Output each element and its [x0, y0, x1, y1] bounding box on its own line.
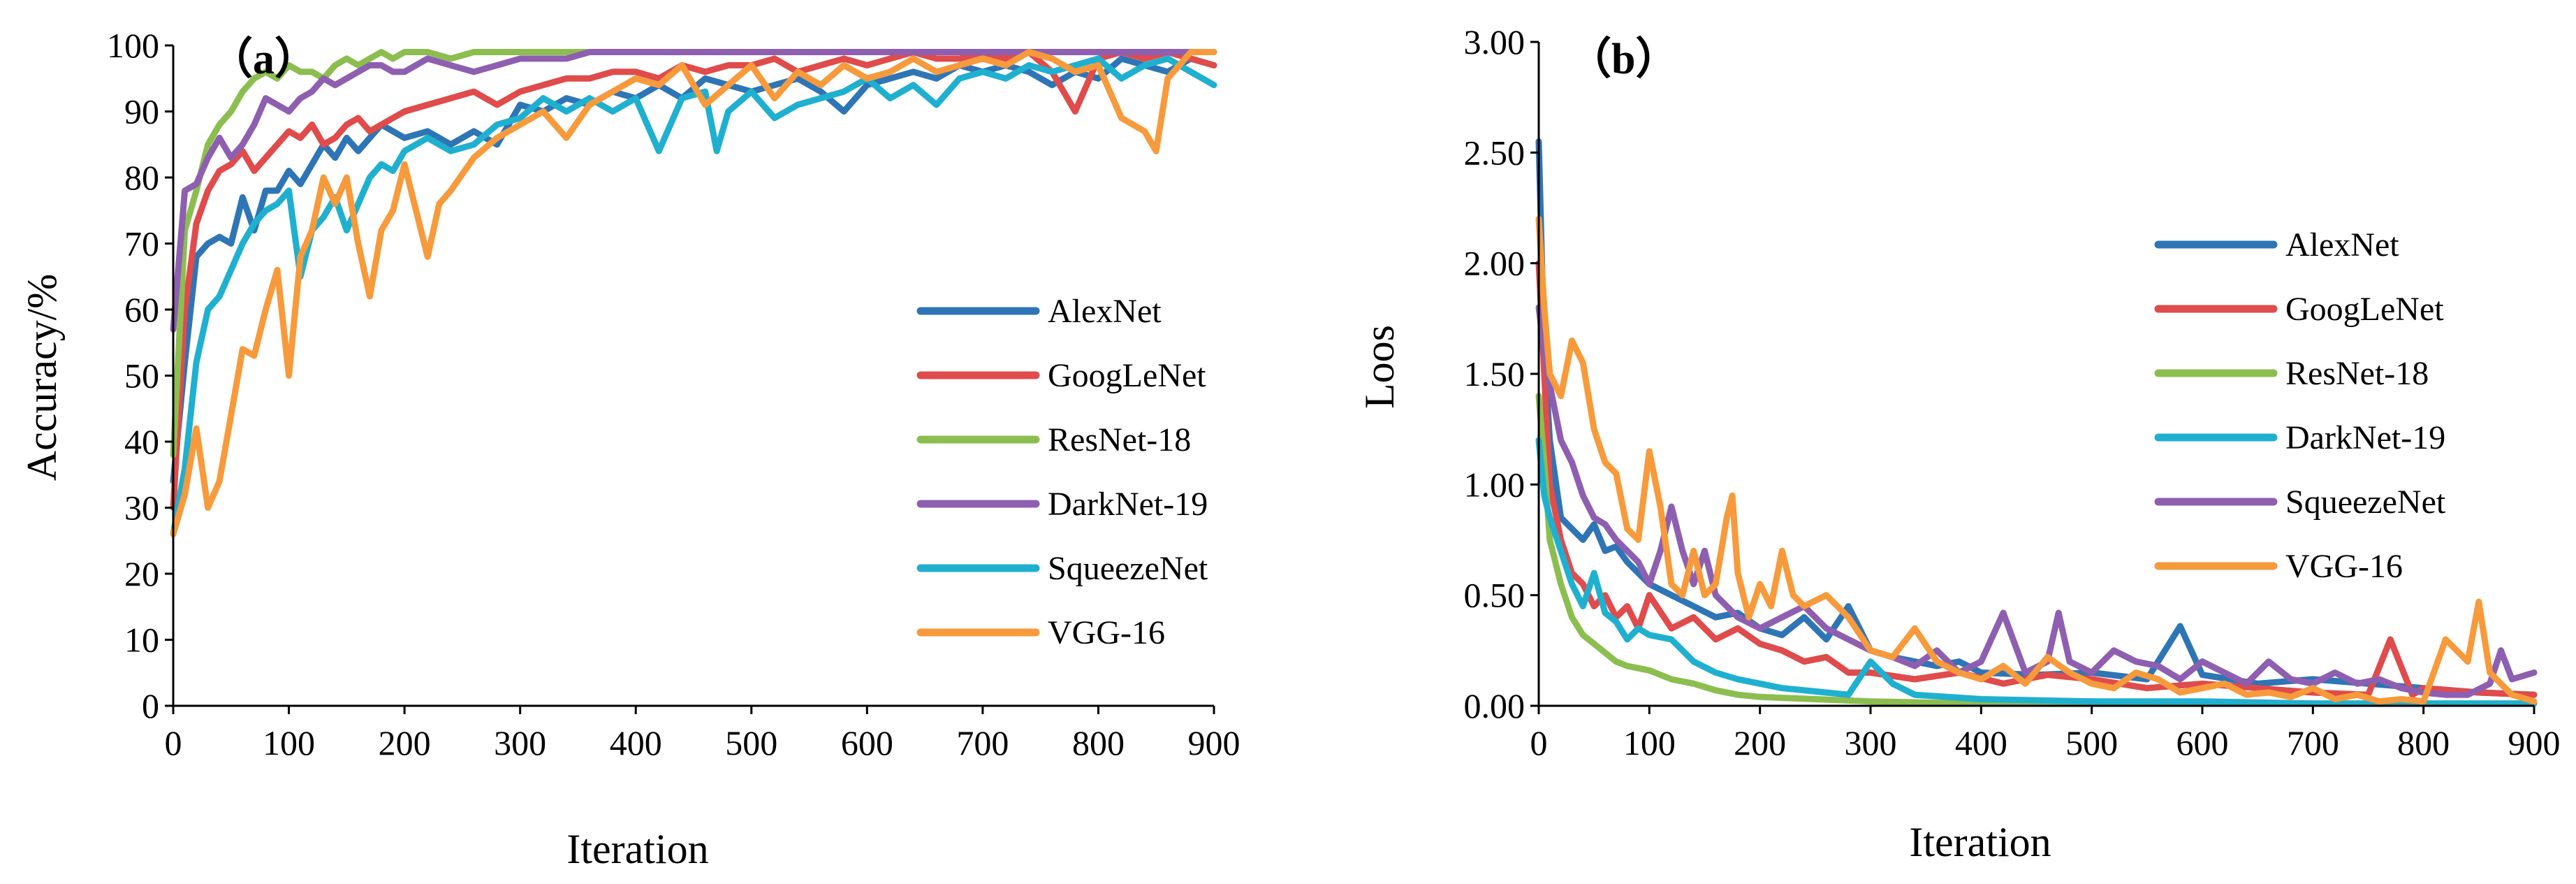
panel-a-series-lines — [170, 49, 1217, 537]
legend-label-googlenet: GoogLeNet — [1048, 357, 1206, 394]
y-tick-label: 0.50 — [1464, 576, 1525, 615]
panel-a-y-ticks: 0 10 20 30 40 50 60 70 80 90 100 — [107, 26, 173, 725]
y-tick-label: 70 — [124, 224, 159, 263]
y-tick-label: 80 — [124, 158, 159, 197]
legend-label-resnet-18: ResNet-18 — [1048, 421, 1191, 458]
panel-b-y-ticks: 0.00 0.50 1.00 1.50 2.00 2.50 3.00 — [1464, 22, 1539, 725]
legend-label-squeezenet: SqueezeNet — [2285, 484, 2446, 521]
panel-b-legend: AlexNet GoogLeNet ResNet-18 DarkNet-19 Squee… — [2154, 226, 2446, 585]
x-tick-label: 800 — [2397, 723, 2450, 762]
legend-label-darknet-19: DarkNet-19 — [2285, 419, 2445, 456]
y-tick-label: 20 — [124, 554, 159, 593]
panel-a-accuracy-chart: 0 10 20 30 40 50 60 70 80 90 100 0 100 200 300 400 500 6… — [19, 26, 1241, 872]
y-tick-label: 2.00 — [1464, 244, 1525, 283]
series-line-vgg-16 — [170, 49, 1217, 537]
panel-a-x-ticks: 0 100 200 300 400 500 600 700 800 900 — [165, 706, 1241, 762]
x-tick-label: 200 — [379, 723, 431, 762]
x-tick-label: 500 — [2065, 723, 2118, 762]
series-line-googlenet — [170, 49, 1217, 511]
panel-a-legend: AlexNet GoogLeNet ResNet-18 DarkNet-19 Squee… — [916, 293, 1208, 651]
legend-label-vgg-16: VGG-16 — [2285, 548, 2403, 585]
legend-label-resnet-18: ResNet-18 — [2285, 355, 2429, 392]
legend-label-googlenet: GoogLeNet — [2285, 291, 2444, 328]
x-tick-label: 400 — [1955, 723, 2007, 762]
y-tick-label: 2.50 — [1464, 133, 1525, 172]
panel-b-x-ticks: 0 100 200 300 400 500 600 700 800 900 — [1530, 706, 2561, 762]
x-tick-label: 300 — [494, 723, 546, 762]
panel-b-y-axis-title: Loos — [1356, 325, 1403, 409]
y-tick-label: 10 — [124, 621, 159, 660]
series-line-squeezenet — [170, 55, 1217, 537]
series-line-darknet-19 — [1535, 437, 2538, 707]
y-tick-label: 50 — [124, 356, 159, 396]
x-tick-label: 0 — [1530, 723, 1548, 762]
x-tick-label: 100 — [1623, 723, 1676, 762]
legend-label-squeezenet: SqueezeNet — [1048, 550, 1208, 587]
panel-b-x-axis-title: Iteration — [1909, 819, 2051, 865]
x-tick-label: 700 — [2287, 723, 2339, 762]
panel-a-y-axis-title: Accuracy/% — [19, 274, 65, 481]
y-tick-label: 0.00 — [1464, 686, 1525, 725]
x-tick-label: 600 — [2176, 723, 2229, 762]
panel-b-series-lines — [1535, 138, 2538, 707]
x-tick-label: 600 — [841, 723, 893, 762]
y-tick-label: 0 — [142, 686, 159, 725]
y-tick-label: 100 — [107, 26, 159, 65]
x-tick-label: 800 — [1072, 723, 1125, 762]
panel-b-loss-chart: 0.00 0.50 1.00 1.50 2.00 2.50 3.00 0 100 200 300 4… — [1356, 22, 2561, 865]
legend-label-vgg-16: VGG-16 — [1048, 614, 1165, 651]
legend-label-alexnet: AlexNet — [2285, 226, 2399, 263]
panel-a-label: （a） — [210, 34, 318, 83]
y-tick-label: 1.00 — [1464, 465, 1525, 504]
series-line-alexnet — [170, 55, 1217, 485]
series-line-vgg-16 — [1535, 215, 2538, 705]
x-tick-label: 300 — [1845, 723, 1897, 762]
x-tick-label: 900 — [2508, 723, 2561, 762]
y-tick-label: 3.00 — [1464, 22, 1525, 61]
series-line-googlenet — [1535, 260, 2538, 698]
x-tick-label: 0 — [165, 723, 182, 762]
series-line-resnet-18 — [170, 49, 1217, 458]
y-tick-label: 90 — [124, 92, 159, 131]
y-tick-label: 60 — [124, 290, 159, 329]
y-tick-label: 30 — [124, 488, 159, 528]
series-line-alexnet — [1535, 138, 2538, 698]
series-line-darknet-19 — [170, 49, 1217, 333]
x-tick-label: 200 — [1734, 723, 1786, 762]
legend-label-darknet-19: DarkNet-19 — [1048, 486, 1208, 523]
x-tick-label: 400 — [610, 723, 662, 762]
y-tick-label: 40 — [124, 422, 159, 461]
x-tick-label: 700 — [956, 723, 1009, 762]
x-tick-label: 900 — [1188, 723, 1241, 762]
x-tick-label: 500 — [725, 723, 777, 762]
panel-b-label: （b） — [1568, 34, 1678, 83]
x-tick-label: 100 — [263, 723, 315, 762]
y-tick-label: 1.50 — [1464, 354, 1525, 393]
panel-a-x-axis-title: Iteration — [566, 826, 708, 872]
legend-label-alexnet: AlexNet — [1048, 293, 1162, 330]
